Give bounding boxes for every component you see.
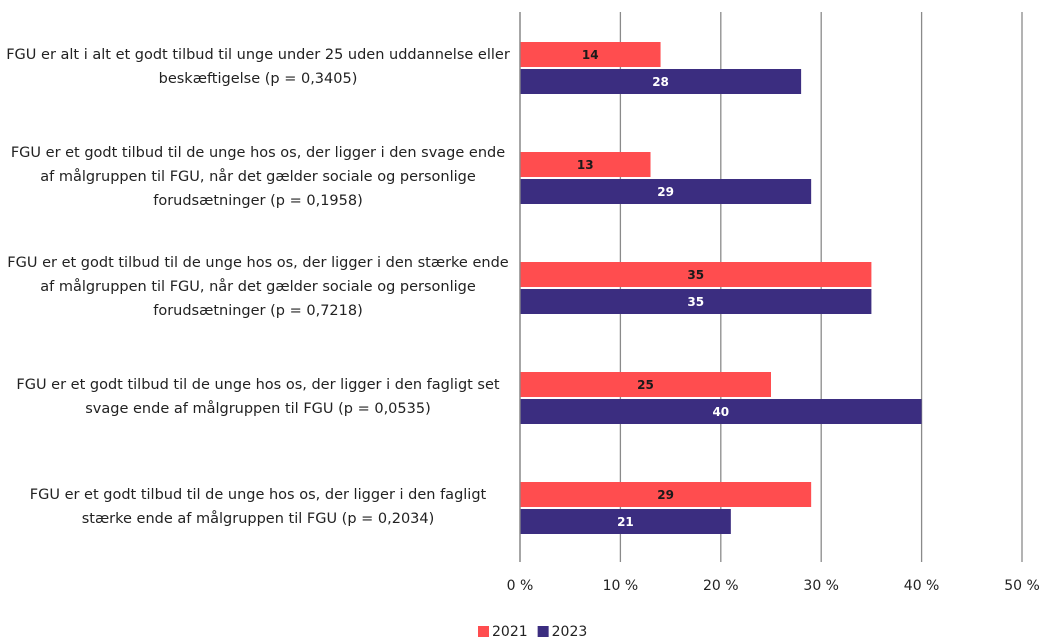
data-label: 35 xyxy=(687,268,704,282)
bar xyxy=(520,399,922,424)
bar xyxy=(520,289,872,314)
x-tick-label: 40 % xyxy=(904,578,940,594)
x-tick-label: 50 % xyxy=(1004,578,1040,594)
x-tick-label: 20 % xyxy=(703,578,739,594)
data-label: 40 xyxy=(712,405,729,419)
category-label: FGU er et godt tilbud til de unge hos os… xyxy=(7,255,509,319)
category-label: FGU er et godt tilbud til de unge hos os… xyxy=(16,377,500,417)
x-tick-label: 0 % xyxy=(507,578,534,594)
bar xyxy=(520,179,812,204)
bar xyxy=(520,42,661,67)
x-tick-label: 30 % xyxy=(803,578,839,594)
data-label: 29 xyxy=(657,185,674,199)
data-label: 29 xyxy=(657,488,674,502)
category-label: FGU er alt i alt et godt tilbud til unge… xyxy=(6,47,510,87)
data-label: 28 xyxy=(652,75,669,89)
bar xyxy=(520,69,802,94)
data-label: 21 xyxy=(617,515,634,529)
legend-label: 2021 xyxy=(492,624,528,639)
bar xyxy=(520,372,771,397)
legend-swatch xyxy=(478,626,489,637)
data-label: 13 xyxy=(577,158,594,172)
data-label: 35 xyxy=(687,295,704,309)
category-label: FGU er et godt tilbud til de unge hos os… xyxy=(10,145,506,209)
bar xyxy=(520,152,651,177)
x-tick-label: 10 % xyxy=(603,578,639,594)
bar xyxy=(520,482,812,507)
data-label: 14 xyxy=(582,48,599,62)
bar xyxy=(520,262,872,287)
data-label: 25 xyxy=(637,378,654,392)
legend-swatch xyxy=(537,626,549,637)
category-label: FGU er et godt tilbud til de unge hos os… xyxy=(29,487,487,527)
bar xyxy=(520,509,731,534)
legend-label: 2023 xyxy=(552,624,588,639)
